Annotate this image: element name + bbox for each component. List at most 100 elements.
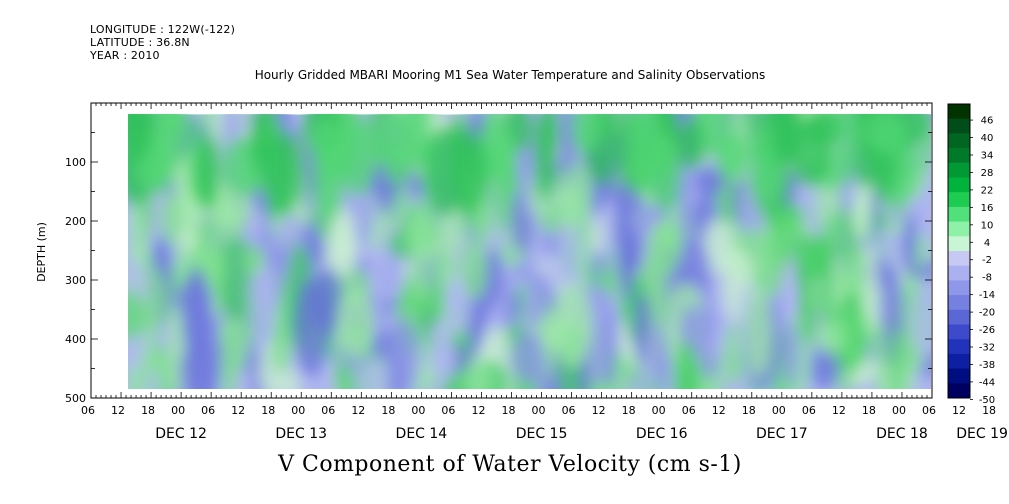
y-tick-label: 500 bbox=[65, 392, 86, 405]
colorbar-label: -32 bbox=[979, 343, 995, 354]
x-day-label: DEC 16 bbox=[636, 426, 688, 442]
y-tick-label: 100 bbox=[65, 156, 86, 169]
heatmap-cell bbox=[329, 208, 357, 279]
colorbar-swatch bbox=[948, 324, 970, 340]
colorbar-label: 22 bbox=[981, 185, 994, 196]
heatmap-cell bbox=[430, 320, 447, 352]
x-hour-tick-label: 18 bbox=[141, 404, 155, 417]
heatmap-cell bbox=[799, 262, 816, 347]
colorbar-label: 16 bbox=[981, 203, 994, 214]
year-label: YEAR : 2010 bbox=[90, 49, 160, 62]
colorbar-swatch bbox=[948, 280, 970, 296]
colorbar-label: -26 bbox=[979, 325, 995, 336]
heatmap-cell bbox=[677, 163, 694, 248]
y-tick-label: 200 bbox=[65, 215, 86, 228]
heatmap-cell bbox=[614, 176, 630, 266]
x-hour-tick-label: 12 bbox=[712, 404, 726, 417]
heatmap-cell bbox=[185, 301, 221, 389]
x-hour-tick-label: 18 bbox=[862, 404, 876, 417]
heatmap-cell bbox=[387, 318, 419, 389]
heatmap-cell bbox=[561, 206, 581, 297]
colorbar-swatch bbox=[948, 265, 970, 281]
heatmap-cell bbox=[628, 114, 663, 194]
x-hour-tick-label: 12 bbox=[471, 404, 485, 417]
heatmap-cell bbox=[144, 367, 160, 389]
heatmap-cell bbox=[632, 292, 653, 366]
colorbar-swatch bbox=[948, 177, 970, 193]
heatmap-cell bbox=[864, 114, 907, 153]
x-hour-tick-label: 18 bbox=[502, 404, 516, 417]
colorbar-label: 28 bbox=[981, 168, 994, 179]
heatmap-cell bbox=[337, 287, 375, 357]
x-hour-tick-label: 18 bbox=[982, 404, 996, 417]
heatmap-cell bbox=[474, 193, 492, 247]
x-hour-tick-label: 06 bbox=[562, 404, 576, 417]
heatmap-cell bbox=[775, 215, 802, 260]
heatmap-cell bbox=[308, 119, 342, 164]
x-hour-tick-label: 12 bbox=[111, 404, 125, 417]
heatmap-cell bbox=[822, 210, 862, 261]
heatmap-cell bbox=[843, 313, 870, 368]
heatmap-texture bbox=[128, 114, 931, 389]
heatmap-cell bbox=[533, 114, 557, 201]
x-hour-tick-label: 12 bbox=[952, 404, 966, 417]
heatmap-cell bbox=[148, 128, 169, 195]
y-tick-label: 300 bbox=[65, 274, 86, 287]
heatmap-cell bbox=[744, 286, 773, 379]
x-hour-tick-label: 06 bbox=[802, 404, 816, 417]
heatmap-cell bbox=[791, 118, 831, 189]
colorbar-swatch bbox=[948, 133, 970, 149]
colorbar-swatch bbox=[948, 339, 970, 355]
colorbar-swatch bbox=[948, 353, 970, 370]
heatmap-cell bbox=[809, 345, 841, 389]
x-day-label: DEC 12 bbox=[155, 426, 207, 442]
heatmap-cell bbox=[782, 319, 800, 388]
heatmap-cell bbox=[554, 159, 594, 228]
x-hour-tick-label: 00 bbox=[291, 404, 305, 417]
colorbar-swatch bbox=[948, 148, 970, 164]
heatmap-cell bbox=[889, 329, 905, 389]
heatmap-cell bbox=[196, 135, 220, 211]
longitude-label: LONGITUDE : 122W(-122) bbox=[90, 23, 236, 36]
colorbar-swatch bbox=[948, 221, 970, 237]
heatmap-cell bbox=[508, 289, 521, 325]
colorbar-swatch bbox=[948, 309, 970, 325]
heatmap-cell bbox=[807, 235, 834, 280]
y-tick-label: 400 bbox=[65, 333, 86, 346]
heatmap-cell bbox=[381, 114, 415, 186]
colorbar-swatch bbox=[948, 192, 970, 208]
heatmap-cell bbox=[509, 332, 546, 384]
heatmap-field bbox=[128, 114, 931, 389]
heatmap-cell bbox=[699, 114, 734, 157]
x-hour-tick-label: 12 bbox=[351, 404, 365, 417]
heatmap-cell bbox=[244, 245, 266, 275]
heatmap-cell bbox=[460, 240, 489, 301]
heatmap-cell bbox=[703, 217, 730, 275]
heatmap-cell bbox=[378, 184, 394, 216]
heatmap-cell bbox=[339, 114, 357, 152]
x-hour-tick-label: 12 bbox=[592, 404, 606, 417]
x-hour-tick-label: 06 bbox=[922, 404, 936, 417]
colorbar-label: 4 bbox=[984, 238, 990, 249]
x-hour-tick-label: 06 bbox=[201, 404, 215, 417]
heatmap-cell bbox=[852, 175, 872, 240]
x-day-label: DEC 13 bbox=[275, 426, 327, 442]
x-hour-tick-label: 00 bbox=[892, 404, 906, 417]
x-day-label: DEC 14 bbox=[396, 426, 448, 442]
x-hour-tick-label: 00 bbox=[652, 404, 666, 417]
heatmap-cell bbox=[693, 166, 728, 194]
colorbar-label: -38 bbox=[979, 360, 995, 371]
colorbar-label: -8 bbox=[982, 273, 992, 284]
colorbar-label: -44 bbox=[979, 377, 995, 388]
x-hour-tick-label: 12 bbox=[231, 404, 245, 417]
heatmap-cell bbox=[864, 246, 878, 336]
heatmap-cell bbox=[489, 246, 502, 307]
colorbar-label: 10 bbox=[981, 220, 994, 231]
colorbar-swatch bbox=[948, 206, 970, 223]
heatmap-cell bbox=[553, 283, 593, 369]
heatmap-cell bbox=[736, 228, 770, 256]
colorbar-label: 46 bbox=[981, 116, 994, 127]
colorbar-swatch bbox=[948, 118, 970, 134]
latitude-label: LATITUDE : 36.8N bbox=[90, 36, 190, 49]
heatmap-cell bbox=[369, 254, 406, 300]
